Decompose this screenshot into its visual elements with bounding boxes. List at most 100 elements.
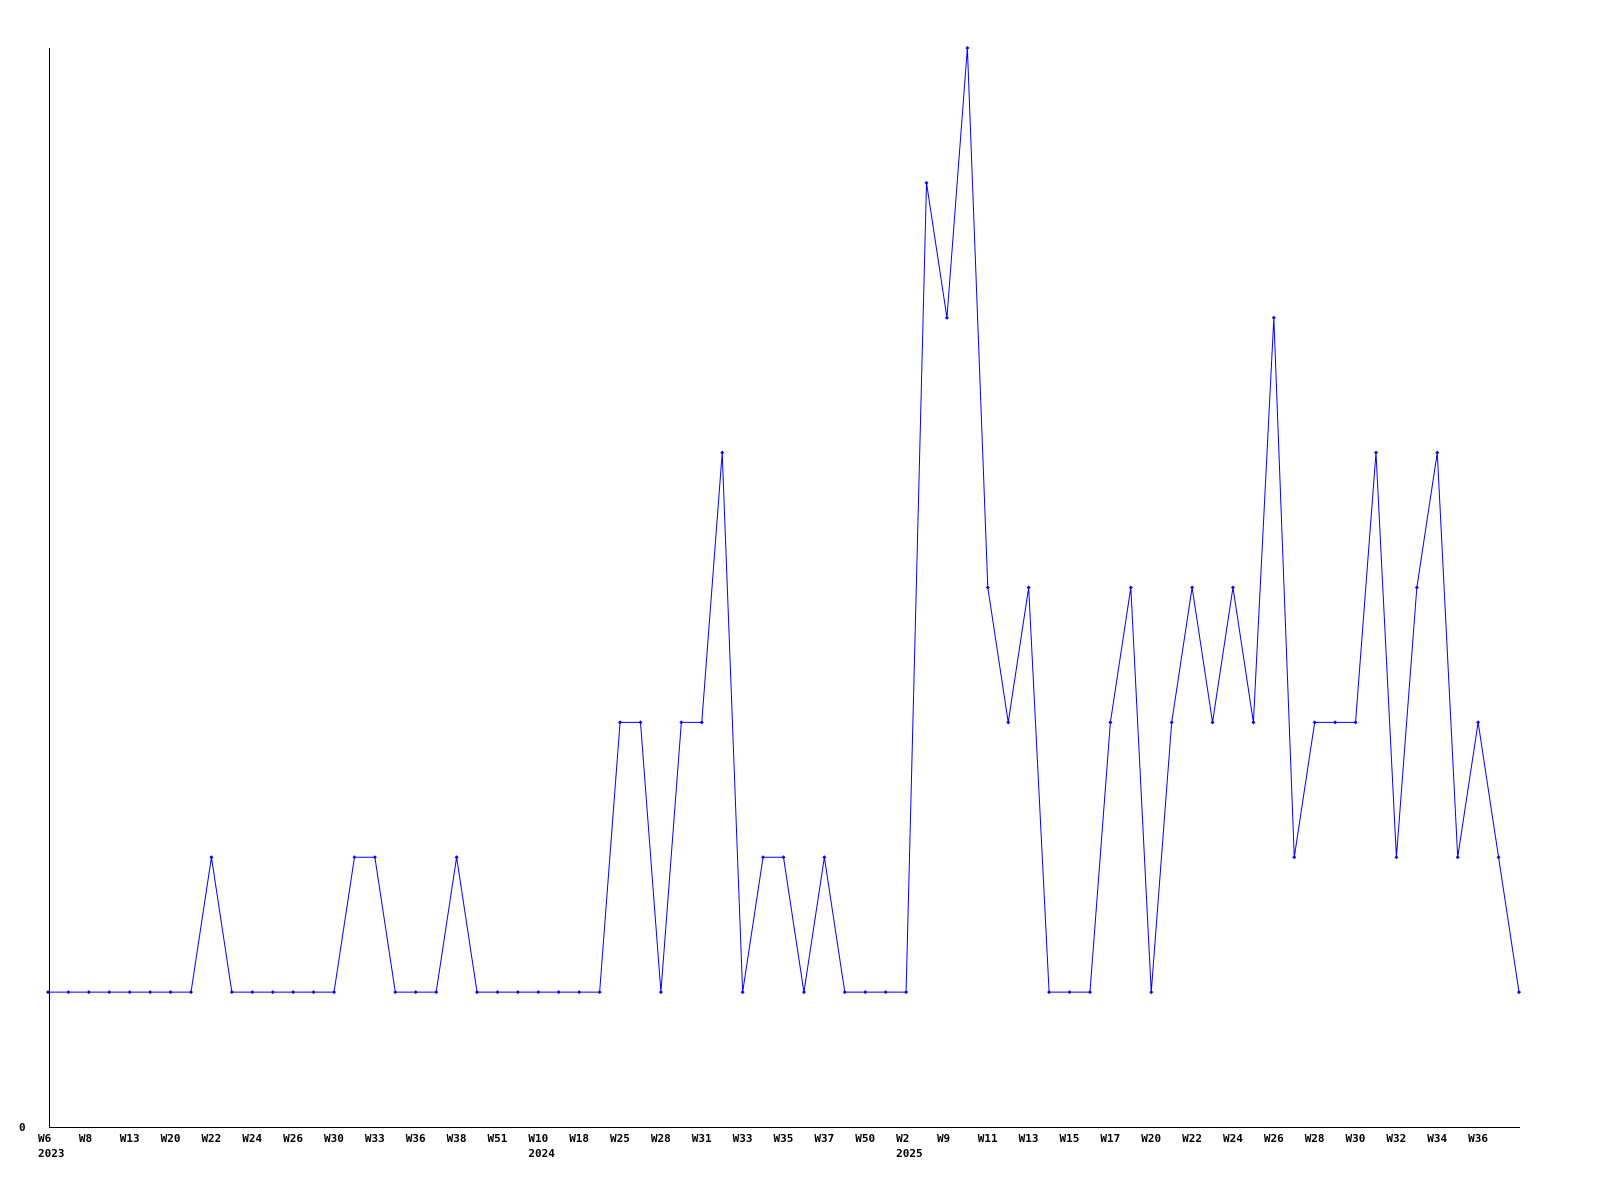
data-point <box>944 315 949 320</box>
data-point <box>168 990 173 995</box>
data-point <box>66 990 71 995</box>
data-point <box>536 990 541 995</box>
data-point <box>740 990 745 995</box>
x-tick-label: W2 <box>896 1132 909 1145</box>
data-point <box>1394 855 1399 860</box>
x-tick-label: W18 <box>569 1132 589 1145</box>
data-point <box>761 855 766 860</box>
data-point <box>86 990 91 995</box>
data-point <box>352 855 357 860</box>
series-line <box>48 47 1520 993</box>
x-tick-label: W32 <box>1386 1132 1406 1145</box>
x-tick-label: W38 <box>447 1132 467 1145</box>
x-tick-label: W28 <box>651 1132 671 1145</box>
data-point <box>1455 855 1460 860</box>
x-tick-label: W37 <box>814 1132 834 1145</box>
data-point <box>1251 720 1256 725</box>
data-point <box>372 855 377 860</box>
x-tick-label: W24 <box>242 1132 262 1145</box>
data-point <box>699 720 704 725</box>
data-point <box>127 990 132 995</box>
data-point <box>475 990 480 995</box>
data-point <box>1435 450 1440 455</box>
data-point <box>1210 720 1215 725</box>
x-tick-label: W22 <box>201 1132 221 1145</box>
data-point <box>618 720 623 725</box>
data-point <box>1108 720 1113 725</box>
x-tick-label: W36 <box>406 1132 426 1145</box>
data-point <box>597 990 602 995</box>
data-point <box>393 990 398 995</box>
data-point <box>965 46 970 50</box>
data-point <box>883 990 888 995</box>
x-tick-label: W20 <box>1141 1132 1161 1145</box>
data-point <box>413 990 418 995</box>
data-point <box>1026 585 1031 590</box>
data-point <box>250 990 255 995</box>
x-tick-label: W6 <box>38 1132 52 1145</box>
data-point <box>495 990 500 995</box>
x-tick-label: W26 <box>1264 1132 1284 1145</box>
data-point <box>556 990 561 995</box>
x-tick-label: W50 <box>855 1132 875 1145</box>
x-tick-label: W11 <box>978 1132 998 1145</box>
data-point <box>107 990 112 995</box>
data-point <box>1149 990 1154 995</box>
data-point <box>904 990 909 995</box>
data-point <box>577 990 582 995</box>
data-point <box>1230 585 1235 590</box>
data-point <box>679 720 684 725</box>
data-point <box>1414 585 1419 590</box>
data-point <box>291 990 296 995</box>
data-point <box>1271 315 1276 320</box>
data-point <box>1190 585 1195 590</box>
data-point <box>454 855 459 860</box>
data-point <box>1333 720 1338 725</box>
x-tick-label: W30 <box>1346 1132 1366 1145</box>
y-tick-label: 0 <box>19 1121 26 1134</box>
data-point <box>842 990 847 995</box>
data-point <box>515 990 520 995</box>
x-tick-label: W24 <box>1223 1132 1243 1145</box>
data-point <box>863 990 868 995</box>
data-point <box>1128 585 1133 590</box>
x-tick-label: W33 <box>733 1132 753 1145</box>
x-tick-label: W10 <box>528 1132 548 1145</box>
data-point <box>229 990 234 995</box>
data-point <box>270 990 275 995</box>
data-point <box>209 855 214 860</box>
x-tick-label: W31 <box>692 1132 712 1145</box>
x-tick-label: W51 <box>487 1132 507 1145</box>
data-point <box>1517 990 1521 995</box>
data-point <box>1169 720 1174 725</box>
data-point <box>1067 990 1072 995</box>
data-point <box>658 990 663 995</box>
data-point <box>985 585 990 590</box>
x-tick-label: W9 <box>937 1132 950 1145</box>
data-point <box>1373 450 1378 455</box>
x-tick-label: W28 <box>1305 1132 1325 1145</box>
data-point <box>311 990 316 995</box>
x-tick-label: W17 <box>1100 1132 1120 1145</box>
x-tick-label: W25 <box>610 1132 630 1145</box>
data-point <box>148 990 153 995</box>
data-point <box>1496 855 1501 860</box>
data-point <box>1087 990 1092 995</box>
x-tick-label: W33 <box>365 1132 385 1145</box>
x-tick-label: W20 <box>161 1132 181 1145</box>
data-point <box>1006 720 1011 725</box>
data-point <box>46 990 50 995</box>
data-point <box>801 990 806 995</box>
x-tick-label: W30 <box>324 1132 344 1145</box>
year-label: 2025 <box>896 1147 923 1160</box>
data-point <box>822 855 827 860</box>
x-tick-label: W22 <box>1182 1132 1202 1145</box>
x-tick-label: W36 <box>1468 1132 1488 1145</box>
data-point <box>781 855 786 860</box>
x-tick-label: W8 <box>79 1132 92 1145</box>
data-point <box>1292 855 1297 860</box>
x-tick-label: W34 <box>1427 1132 1447 1145</box>
x-tick-label: W13 <box>120 1132 140 1145</box>
x-tick-label: W26 <box>283 1132 303 1145</box>
